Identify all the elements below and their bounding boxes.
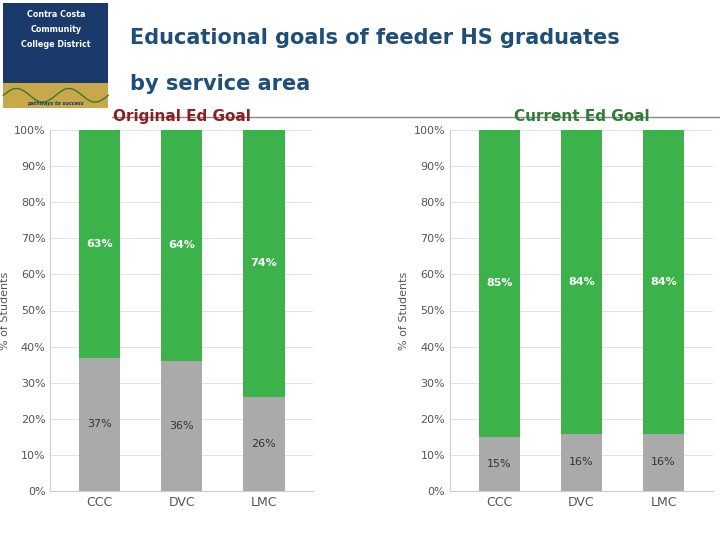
Title: Original Ed Goal: Original Ed Goal xyxy=(113,109,251,124)
Bar xyxy=(643,130,684,434)
Text: 36%: 36% xyxy=(169,421,194,431)
Text: 15%: 15% xyxy=(487,459,511,469)
Text: Educational goals of feeder HS graduates: Educational goals of feeder HS graduates xyxy=(130,28,620,49)
Bar xyxy=(243,130,284,397)
Bar xyxy=(161,361,202,491)
Text: Community: Community xyxy=(30,25,81,34)
Bar xyxy=(243,397,284,491)
Bar xyxy=(161,130,202,361)
Bar xyxy=(643,434,684,491)
Text: 84%: 84% xyxy=(650,276,677,287)
Bar xyxy=(79,130,120,357)
Text: 84%: 84% xyxy=(568,276,595,287)
Y-axis label: % of Students: % of Students xyxy=(0,272,10,349)
Text: Contra Costa: Contra Costa xyxy=(27,10,85,19)
Text: 16%: 16% xyxy=(651,457,676,468)
Bar xyxy=(479,130,520,437)
FancyBboxPatch shape xyxy=(4,83,108,107)
Text: College District: College District xyxy=(21,40,91,49)
Text: by service area: by service area xyxy=(130,73,310,94)
FancyBboxPatch shape xyxy=(4,3,108,85)
Y-axis label: % of Students: % of Students xyxy=(400,272,409,349)
Bar xyxy=(79,357,120,491)
Text: 64%: 64% xyxy=(168,240,195,251)
Text: 26%: 26% xyxy=(251,440,276,449)
Text: 85%: 85% xyxy=(486,278,513,288)
Bar xyxy=(479,437,520,491)
Text: 63%: 63% xyxy=(86,239,113,248)
Bar xyxy=(561,130,602,434)
Text: 37%: 37% xyxy=(87,420,112,429)
Title: Current Ed Goal: Current Ed Goal xyxy=(513,109,649,124)
Text: pathways to success: pathways to success xyxy=(27,100,84,106)
Text: 16%: 16% xyxy=(569,457,594,468)
Text: 74%: 74% xyxy=(251,259,277,268)
Bar xyxy=(561,434,602,491)
